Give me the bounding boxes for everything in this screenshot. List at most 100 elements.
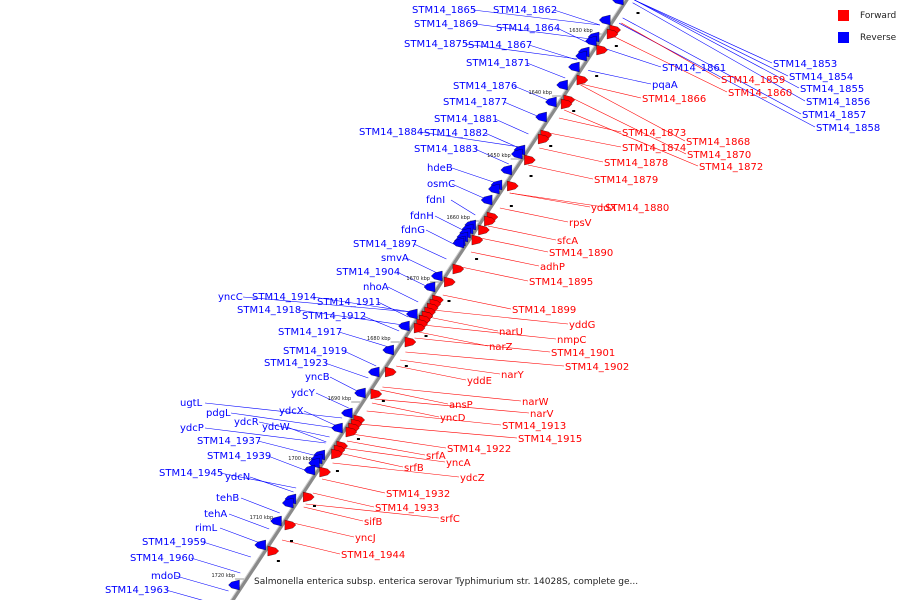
reverse-gene-label: nhoA [363,282,389,293]
reverse-gene-label: hdeB [427,163,453,174]
reverse-label-connector [242,296,412,313]
gene-features [228,0,640,591]
reverse-gene-label: STM14_1857 [802,110,866,121]
forward-gene-label: sifB [364,517,383,528]
minor-feature-mark [290,540,293,542]
scale-tick-label: 1670 kbp [406,276,430,282]
reverse-label-connector [324,362,369,379]
forward-gene-label: STM14_1866 [642,94,706,105]
forward-gene-label: narU [499,327,523,338]
forward-gene-label: nmpC [557,335,586,346]
forward-label-connector [432,309,569,325]
minor-feature-mark [475,258,479,260]
reverse-gene-arrow [431,270,443,282]
reverse-label-connector [556,27,589,44]
reverse-label-connector [450,199,476,216]
reverse-label-connector [249,476,294,493]
reverse-label-connector [303,410,337,427]
minor-feature-mark [424,335,428,337]
reverse-gene-label: STM14_1883 [414,144,478,155]
reverse-label-connector [312,296,412,313]
minor-feature-mark [381,400,385,402]
reverse-label-connector [175,575,229,592]
forward-gene-arrow [444,276,456,288]
reverse-gene-label: ydcN [225,472,250,483]
reverse-gene-arrow [585,35,597,47]
reverse-label-connector [240,497,280,514]
reverse-gene-arrow [282,497,294,509]
reverse-gene-label: fdnH [410,211,434,222]
forward-label-connector [418,331,489,347]
forward-label-connector [488,225,557,241]
forward-gene-label: STM14_1932 [386,489,450,500]
reverse-gene-arrow [575,50,587,62]
forward-label-connector [342,447,446,463]
reverse-gene-label: pdgL [206,408,231,419]
reverse-label-connector [202,541,251,558]
forward-label-connector [281,539,341,555]
forward-label-connector [380,389,449,405]
reverse-gene-arrow [228,579,240,591]
forward-gene-label: ydcZ [460,473,485,484]
reverse-gene-label: STM14_1937 [197,436,261,447]
forward-gene-label: STM14_1879 [594,175,658,186]
reverse-gene-label: osmC [427,179,455,190]
reverse-label-connector [315,392,349,409]
reverse-label-connector [286,426,327,443]
forward-gene-arrow [303,491,315,503]
reverse-gene-label: STM14_1882 [424,128,488,139]
reverse-gene-label: STM14_1884 [359,127,423,138]
reverse-gene-arrow [331,422,343,434]
forward-gene-arrow [560,98,573,110]
forward-label-connector [470,251,540,267]
forward-swatch [838,10,849,21]
forward-gene-arrow [507,180,519,192]
forward-gene-label: STM14_1902 [565,362,629,373]
forward-gene-label: STM14_1890 [549,248,613,259]
reverse-label-connector [387,286,419,303]
scale-tick-label: 1720 kbp [212,573,236,579]
forward-label-connector [400,359,501,375]
reverse-gene-label: tehB [216,493,239,504]
reverse-label-connector [228,513,270,530]
minor-feature-mark [447,300,451,302]
minor-feature-mark [276,560,280,562]
minor-feature-mark [549,145,553,147]
forward-label-connector [358,423,518,439]
forward-gene-arrow [413,322,426,334]
reverse-gene-arrow [511,148,523,160]
forward-label-connector [303,506,364,522]
forward-gene-arrow [370,388,383,400]
forward-gene-arrow [576,74,589,86]
reverse-label-connector [474,23,591,40]
reverse-gene-arrow [382,344,394,356]
reverse-label-connector [425,229,456,246]
reverse-gene-label: STM14_1963 [105,585,169,596]
scale-tick-label: 1700 kbp [288,456,312,462]
reverse-gene-arrow [599,14,611,26]
forward-label-connector [346,440,426,456]
reverse-gene-label: STM14_1945 [159,468,223,479]
forward-gene-label: STM14_1859 [721,75,785,86]
reverse-label-connector [419,131,520,148]
forward-gene-label: yncJ [355,533,376,544]
forward-label-connector [405,351,565,367]
forward-label-connector [580,84,686,142]
forward-gene-arrow [484,215,496,227]
reverse-label-connector [634,0,800,89]
legend-forward-label: Forward [860,10,897,21]
forward-gene-label: yddG [569,320,595,331]
reverse-gene-arrow [500,164,512,176]
reverse-gene-arrow [308,457,320,469]
forward-gene-label: narY [501,370,525,381]
forward-gene-arrow [452,263,465,275]
reverse-gene-label: yncC [218,292,243,303]
forward-label-connector [305,503,440,519]
forward-gene-label: STM14_1860 [728,88,792,99]
label-connectors [165,0,816,600]
reverse-label-connector [634,0,773,64]
reverse-gene-label: STM14_1855 [800,84,864,95]
reverse-label-connector [405,257,438,274]
forward-gene-arrow [404,336,417,348]
